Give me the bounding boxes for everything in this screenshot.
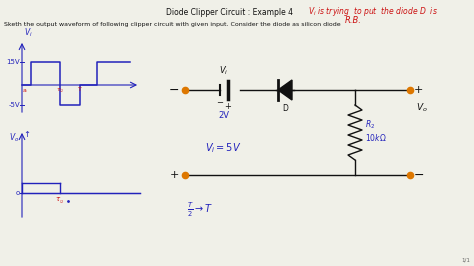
Text: $\tau_{_{/2}}$: $\tau_{_{/2}}$: [56, 87, 64, 95]
Text: Diode Clipper Circuit : Example 4: Diode Clipper Circuit : Example 4: [166, 8, 293, 17]
Text: $R_2$: $R_2$: [365, 118, 375, 131]
Text: $V_i$: $V_i$: [219, 64, 228, 77]
Text: 15V: 15V: [6, 59, 20, 65]
Text: ↑: ↑: [23, 130, 30, 139]
Polygon shape: [278, 80, 292, 100]
Text: $V_i$ is trying  to put  the diode D  is: $V_i$ is trying to put the diode D is: [308, 5, 438, 18]
Text: +: +: [170, 170, 179, 180]
Text: −: −: [217, 98, 224, 107]
Text: T: T: [78, 87, 82, 92]
Text: $V_o$: $V_o$: [9, 132, 19, 144]
Text: Sketh the output waveform of following clipper circuit with given input. Conside: Sketh the output waveform of following c…: [4, 22, 341, 27]
Text: +: +: [225, 102, 231, 111]
Text: a: a: [23, 88, 27, 93]
Text: −: −: [414, 168, 425, 181]
Text: +: +: [414, 85, 423, 95]
Text: $10k\Omega$: $10k\Omega$: [365, 132, 387, 143]
Text: -5V: -5V: [9, 102, 20, 108]
Text: $V_i = 5V$: $V_i = 5V$: [205, 141, 241, 155]
Text: −: −: [168, 84, 179, 97]
Text: $V_i$: $V_i$: [24, 27, 33, 39]
Text: $\tau_{_{/2}}$: $\tau_{_{/2}}$: [55, 195, 64, 205]
Text: o: o: [16, 190, 20, 196]
Text: $V_o$: $V_o$: [416, 102, 428, 114]
Text: D: D: [282, 104, 288, 113]
Text: R.B.: R.B.: [345, 16, 362, 25]
Text: $\frac{T}{2} \rightarrow T$: $\frac{T}{2} \rightarrow T$: [187, 201, 213, 219]
Text: 2V: 2V: [219, 111, 229, 120]
Text: 1/1: 1/1: [461, 257, 470, 262]
